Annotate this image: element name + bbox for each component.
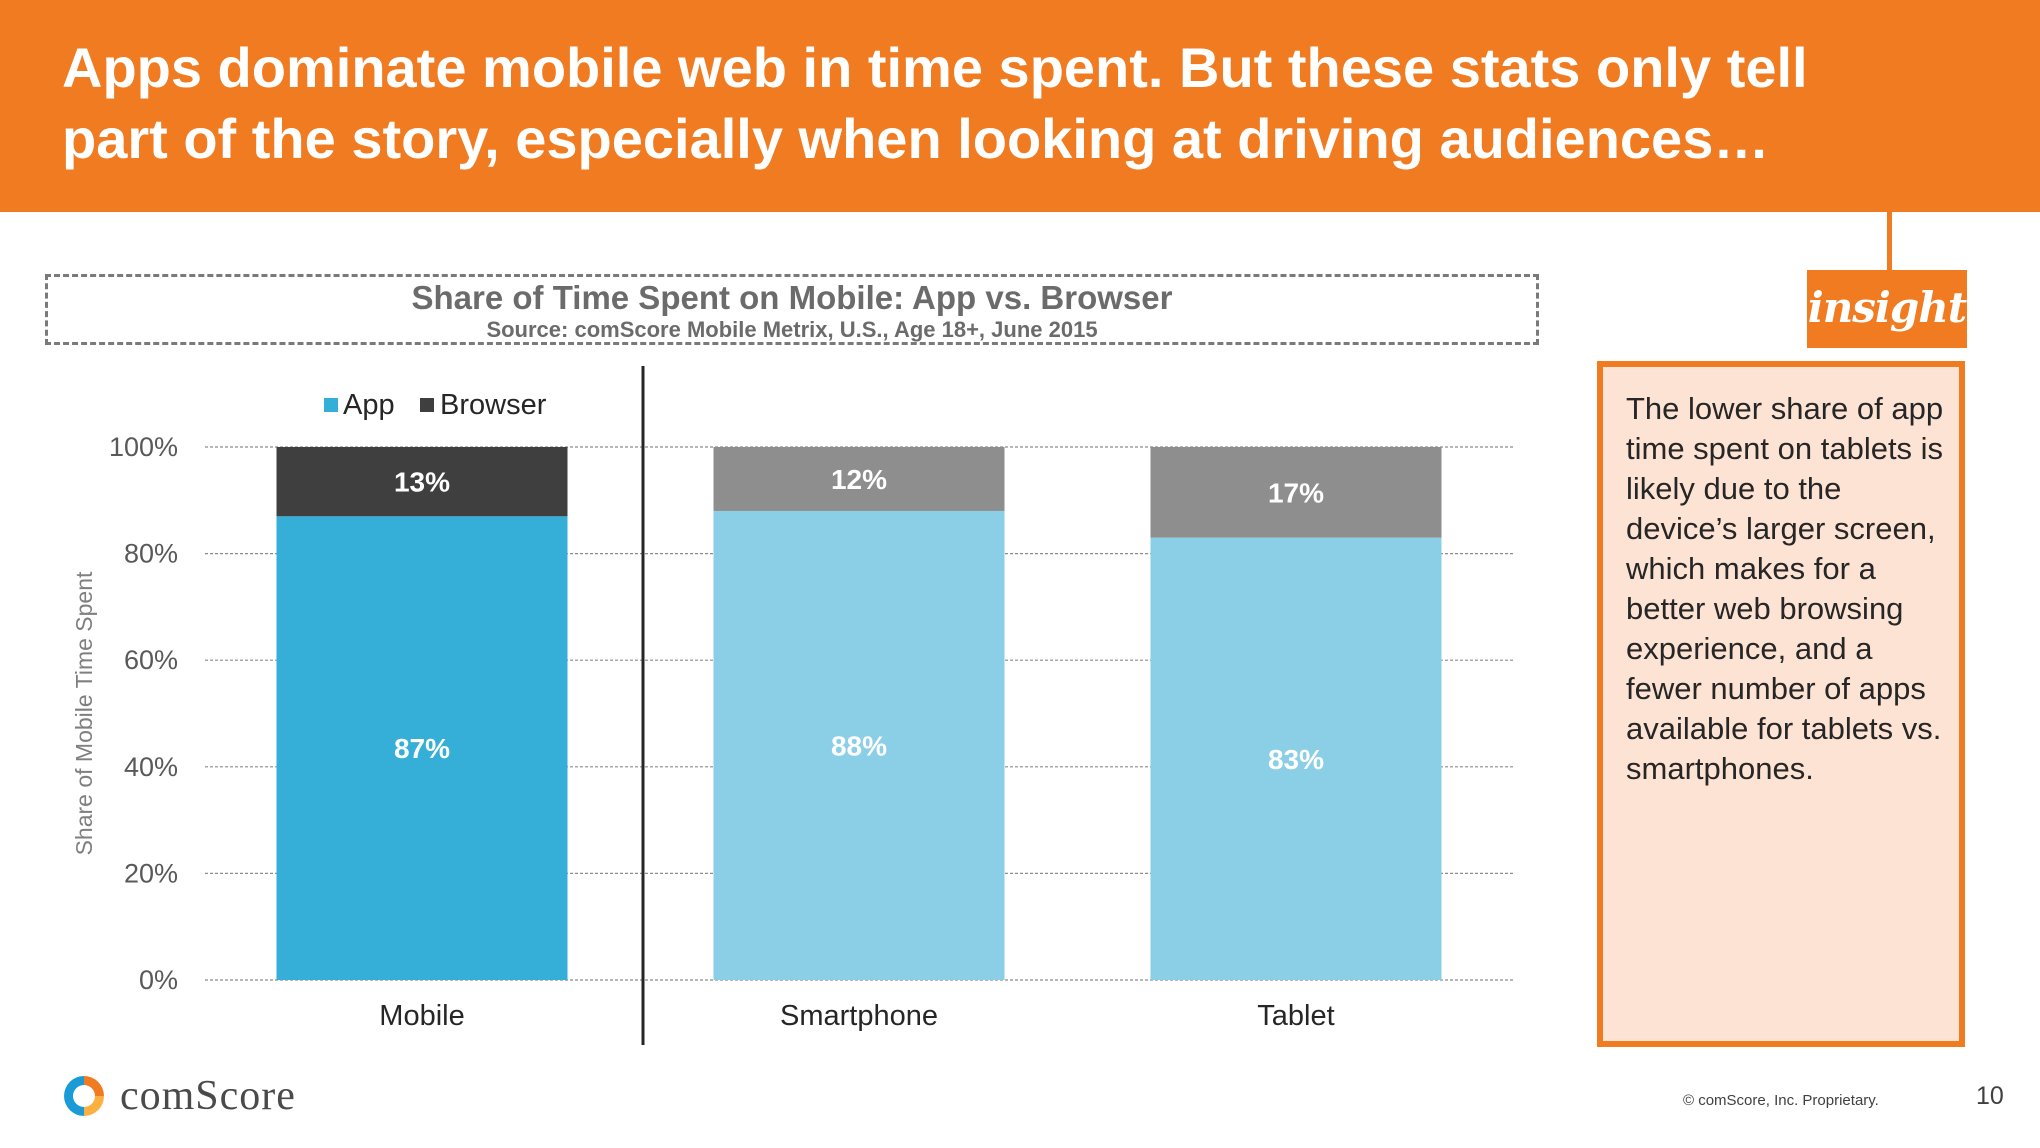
bar-browser-tablet	[1150, 447, 1442, 538]
insight-connector	[1887, 212, 1892, 272]
logo-wordmark: comScore	[120, 1073, 296, 1119]
copyright-notice: © comScore, Inc. Proprietary.	[1683, 1092, 1879, 1109]
legend-label-browser: Browser	[440, 389, 547, 421]
legend-label-app: App	[343, 389, 395, 421]
chart-title: Share of Time Spent on Mobile: App vs. B…	[411, 279, 1173, 316]
chart-title-box: Share of Time Spent on Mobile: App vs. B…	[45, 274, 1539, 345]
y-axis-title: Share of Mobile Time Spent	[71, 571, 97, 855]
slide-title-line-1: Apps dominate mobile web in time spent. …	[62, 36, 1808, 99]
bar-app-mobile	[276, 516, 568, 980]
data-label-browser-smartphone: 12%	[831, 464, 887, 495]
data-label-browser-mobile: 13%	[394, 467, 450, 498]
y-tick-label: 0%	[139, 965, 178, 995]
y-tick-label: 20%	[124, 858, 178, 888]
x-tick-label-tablet: Tablet	[1257, 1000, 1334, 1032]
bar-browser-smartphone	[713, 447, 1005, 511]
x-tick-label-mobile: Mobile	[379, 1000, 464, 1032]
legend-swatch-browser	[420, 398, 434, 412]
slide-title: Apps dominate mobile web in time spent. …	[62, 32, 1962, 174]
bar-browser-mobile	[276, 447, 568, 517]
x-tick-label-smartphone: Smartphone	[780, 1000, 938, 1032]
header-banner: Apps dominate mobile web in time spent. …	[0, 0, 2040, 212]
y-tick-label: 80%	[124, 539, 178, 569]
insight-text: The lower share of app time spent on tab…	[1626, 391, 1944, 786]
stacked-bar-chart: 0% 20% 40% 60% 80% 100% Share of Mobile Time S…	[71, 366, 1515, 1045]
comscore-logo-icon	[64, 1076, 104, 1116]
data-label-app-mobile: 87%	[394, 733, 450, 764]
data-label-browser-tablet: 17%	[1268, 477, 1324, 508]
y-tick-label: 100%	[109, 432, 178, 462]
comscore-logo: comScore	[62, 1071, 296, 1121]
data-label-app-smartphone: 88%	[831, 730, 887, 761]
page-number: 10	[1976, 1082, 2004, 1110]
y-tick-label: 40%	[124, 752, 178, 782]
insight-tag: insight	[1807, 270, 1967, 348]
bar-app-tablet	[1150, 537, 1442, 980]
y-tick-label: 60%	[124, 645, 178, 675]
insight-box: The lower share of app time spent on tab…	[1597, 361, 1965, 1047]
data-label-app-tablet: 83%	[1268, 744, 1324, 775]
chart-subtitle: Source: comScore Mobile Metrix, U.S., Ag…	[486, 317, 1098, 342]
bar-app-smartphone	[713, 510, 1005, 980]
legend-swatch-app	[324, 398, 338, 412]
slide-title-line-2: part of the story, especially when looki…	[62, 107, 1770, 170]
